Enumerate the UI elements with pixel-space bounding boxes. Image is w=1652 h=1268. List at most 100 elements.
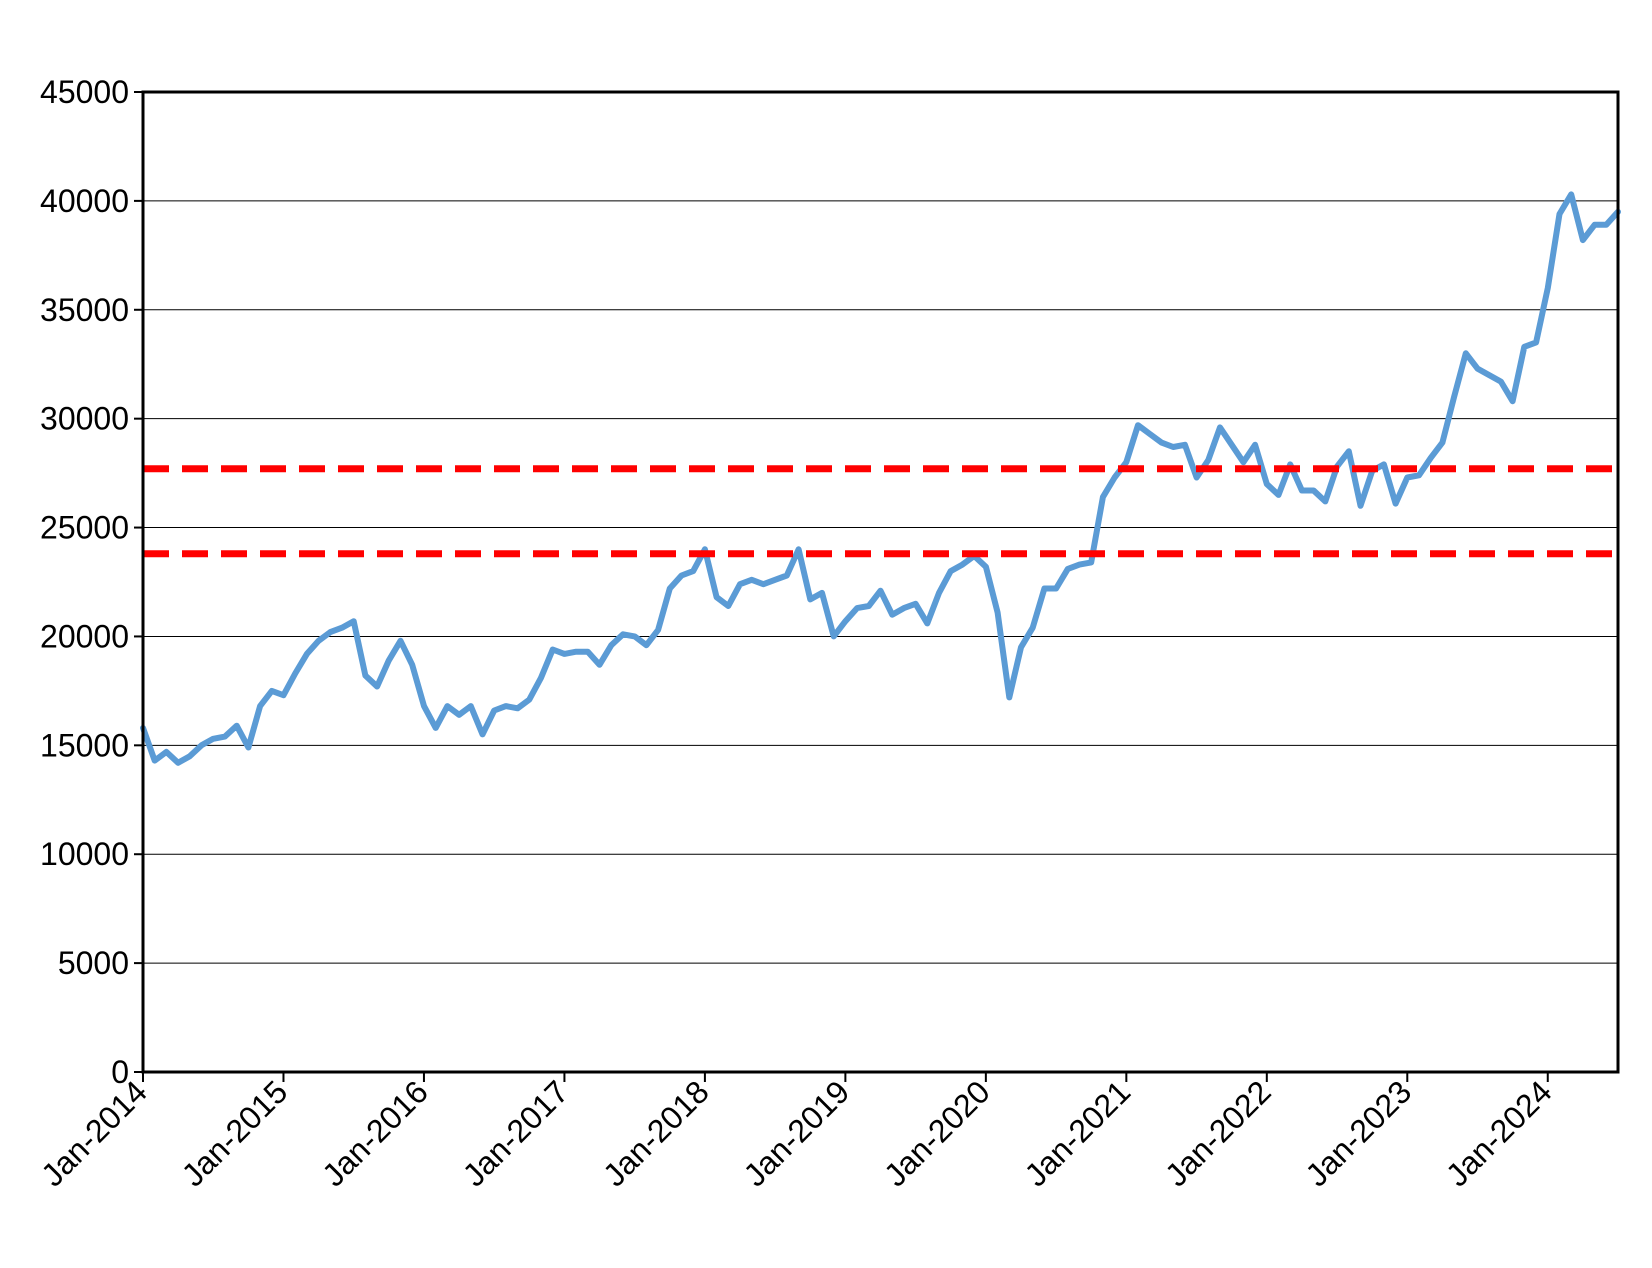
- data-point: [1088, 559, 1094, 565]
- data-point: [983, 564, 989, 570]
- data-point: [1498, 379, 1504, 385]
- x-tick-label: Jan-2016: [315, 1073, 435, 1193]
- data-point: [749, 577, 755, 583]
- data-point: [667, 586, 673, 592]
- data-point: [386, 657, 392, 663]
- data-point: [1135, 422, 1141, 428]
- x-tick-label: Jan-2020: [877, 1073, 997, 1193]
- data-point: [1439, 440, 1445, 446]
- data-point: [163, 749, 169, 755]
- data-point: [1240, 459, 1246, 465]
- data-point: [1194, 474, 1200, 480]
- data-point: [1404, 474, 1410, 480]
- data-point: [304, 651, 310, 657]
- data-point: [351, 618, 357, 624]
- data-point: [1077, 562, 1083, 568]
- plot-area-border: [141, 90, 1620, 1074]
- data-point: [714, 594, 720, 600]
- data-point: [854, 605, 860, 611]
- data-point: [515, 705, 521, 711]
- data-point: [152, 758, 158, 764]
- reference-lines: [143, 465, 1618, 558]
- data-point: [1018, 644, 1024, 650]
- data-point: [269, 688, 275, 694]
- y-tick-label: 45000: [40, 74, 129, 110]
- y-tick-label: 10000: [40, 836, 129, 872]
- data-point: [210, 736, 216, 742]
- data-point: [1030, 625, 1036, 631]
- x-tick-label: Jan-2014: [34, 1073, 154, 1193]
- data-point: [1147, 431, 1153, 437]
- data-point: [1357, 503, 1363, 509]
- data-point: [339, 625, 345, 631]
- data-point: [1486, 372, 1492, 378]
- data-point: [433, 725, 439, 731]
- data-point: [1229, 442, 1235, 448]
- data-point: [1205, 457, 1211, 463]
- data-point: [889, 612, 895, 618]
- data-point: [1475, 366, 1481, 372]
- data-point: [1556, 211, 1562, 217]
- data-point: [1533, 339, 1539, 345]
- data-point: [959, 562, 965, 568]
- data-point: [1065, 566, 1071, 572]
- data-point: [901, 605, 907, 611]
- y-tick-label: 35000: [40, 292, 129, 328]
- x-tick-label: Jan-2023: [1298, 1073, 1418, 1193]
- data-point: [1123, 459, 1129, 465]
- data-point: [1416, 472, 1422, 478]
- data-point: [1451, 394, 1457, 400]
- data-point: [807, 596, 813, 602]
- data-point: [1592, 222, 1598, 228]
- data-point: [1158, 440, 1164, 446]
- data-point: [292, 670, 298, 676]
- data-point: [199, 742, 205, 748]
- data-point: [257, 703, 263, 709]
- data-point: [1545, 285, 1551, 291]
- data-point: [737, 581, 743, 587]
- data-point: [1311, 488, 1317, 494]
- y-tick-label: 20000: [40, 618, 129, 654]
- data-point: [1276, 492, 1282, 498]
- data-point: [643, 642, 649, 648]
- y-tick-label: 0: [111, 1054, 129, 1090]
- data-point: [995, 609, 1001, 615]
- data-point: [608, 642, 614, 648]
- y-tick-label: 40000: [40, 183, 129, 219]
- data-point: [1182, 442, 1188, 448]
- data-point: [1510, 398, 1516, 404]
- y-tick-label: 5000: [58, 945, 129, 981]
- y-axis: 0 5000 10000 15000 20000 25000 30000 35000 40000…: [40, 74, 143, 1090]
- data-point: [479, 731, 485, 737]
- data-point: [1170, 444, 1176, 450]
- data-point: [1041, 586, 1047, 592]
- data-point: [538, 675, 544, 681]
- y-tick-label: 30000: [40, 401, 129, 437]
- y-tick-label: 15000: [40, 727, 129, 763]
- data-point: [760, 581, 766, 587]
- data-point: [1393, 501, 1399, 507]
- y-tick-label: 25000: [40, 510, 129, 546]
- data-point: [573, 649, 579, 655]
- data-point: [1264, 481, 1270, 487]
- data-point: [316, 638, 322, 644]
- data-point: [632, 633, 638, 639]
- data-point: [234, 723, 240, 729]
- data-point: [1428, 455, 1434, 461]
- data-point: [468, 703, 474, 709]
- data-point: [948, 568, 954, 574]
- data-point: [421, 703, 427, 709]
- data-point: [690, 568, 696, 574]
- x-tick-label: Jan-2018: [596, 1073, 716, 1193]
- data-point: [819, 590, 825, 596]
- data-point: [280, 692, 286, 698]
- data-point: [1603, 222, 1609, 228]
- data-point: [503, 703, 509, 709]
- gridlines: [143, 91, 1618, 964]
- data-point: [444, 703, 450, 709]
- data-point: [222, 734, 228, 740]
- data-point: [456, 712, 462, 718]
- data-point: [866, 603, 872, 609]
- data-point: [936, 590, 942, 596]
